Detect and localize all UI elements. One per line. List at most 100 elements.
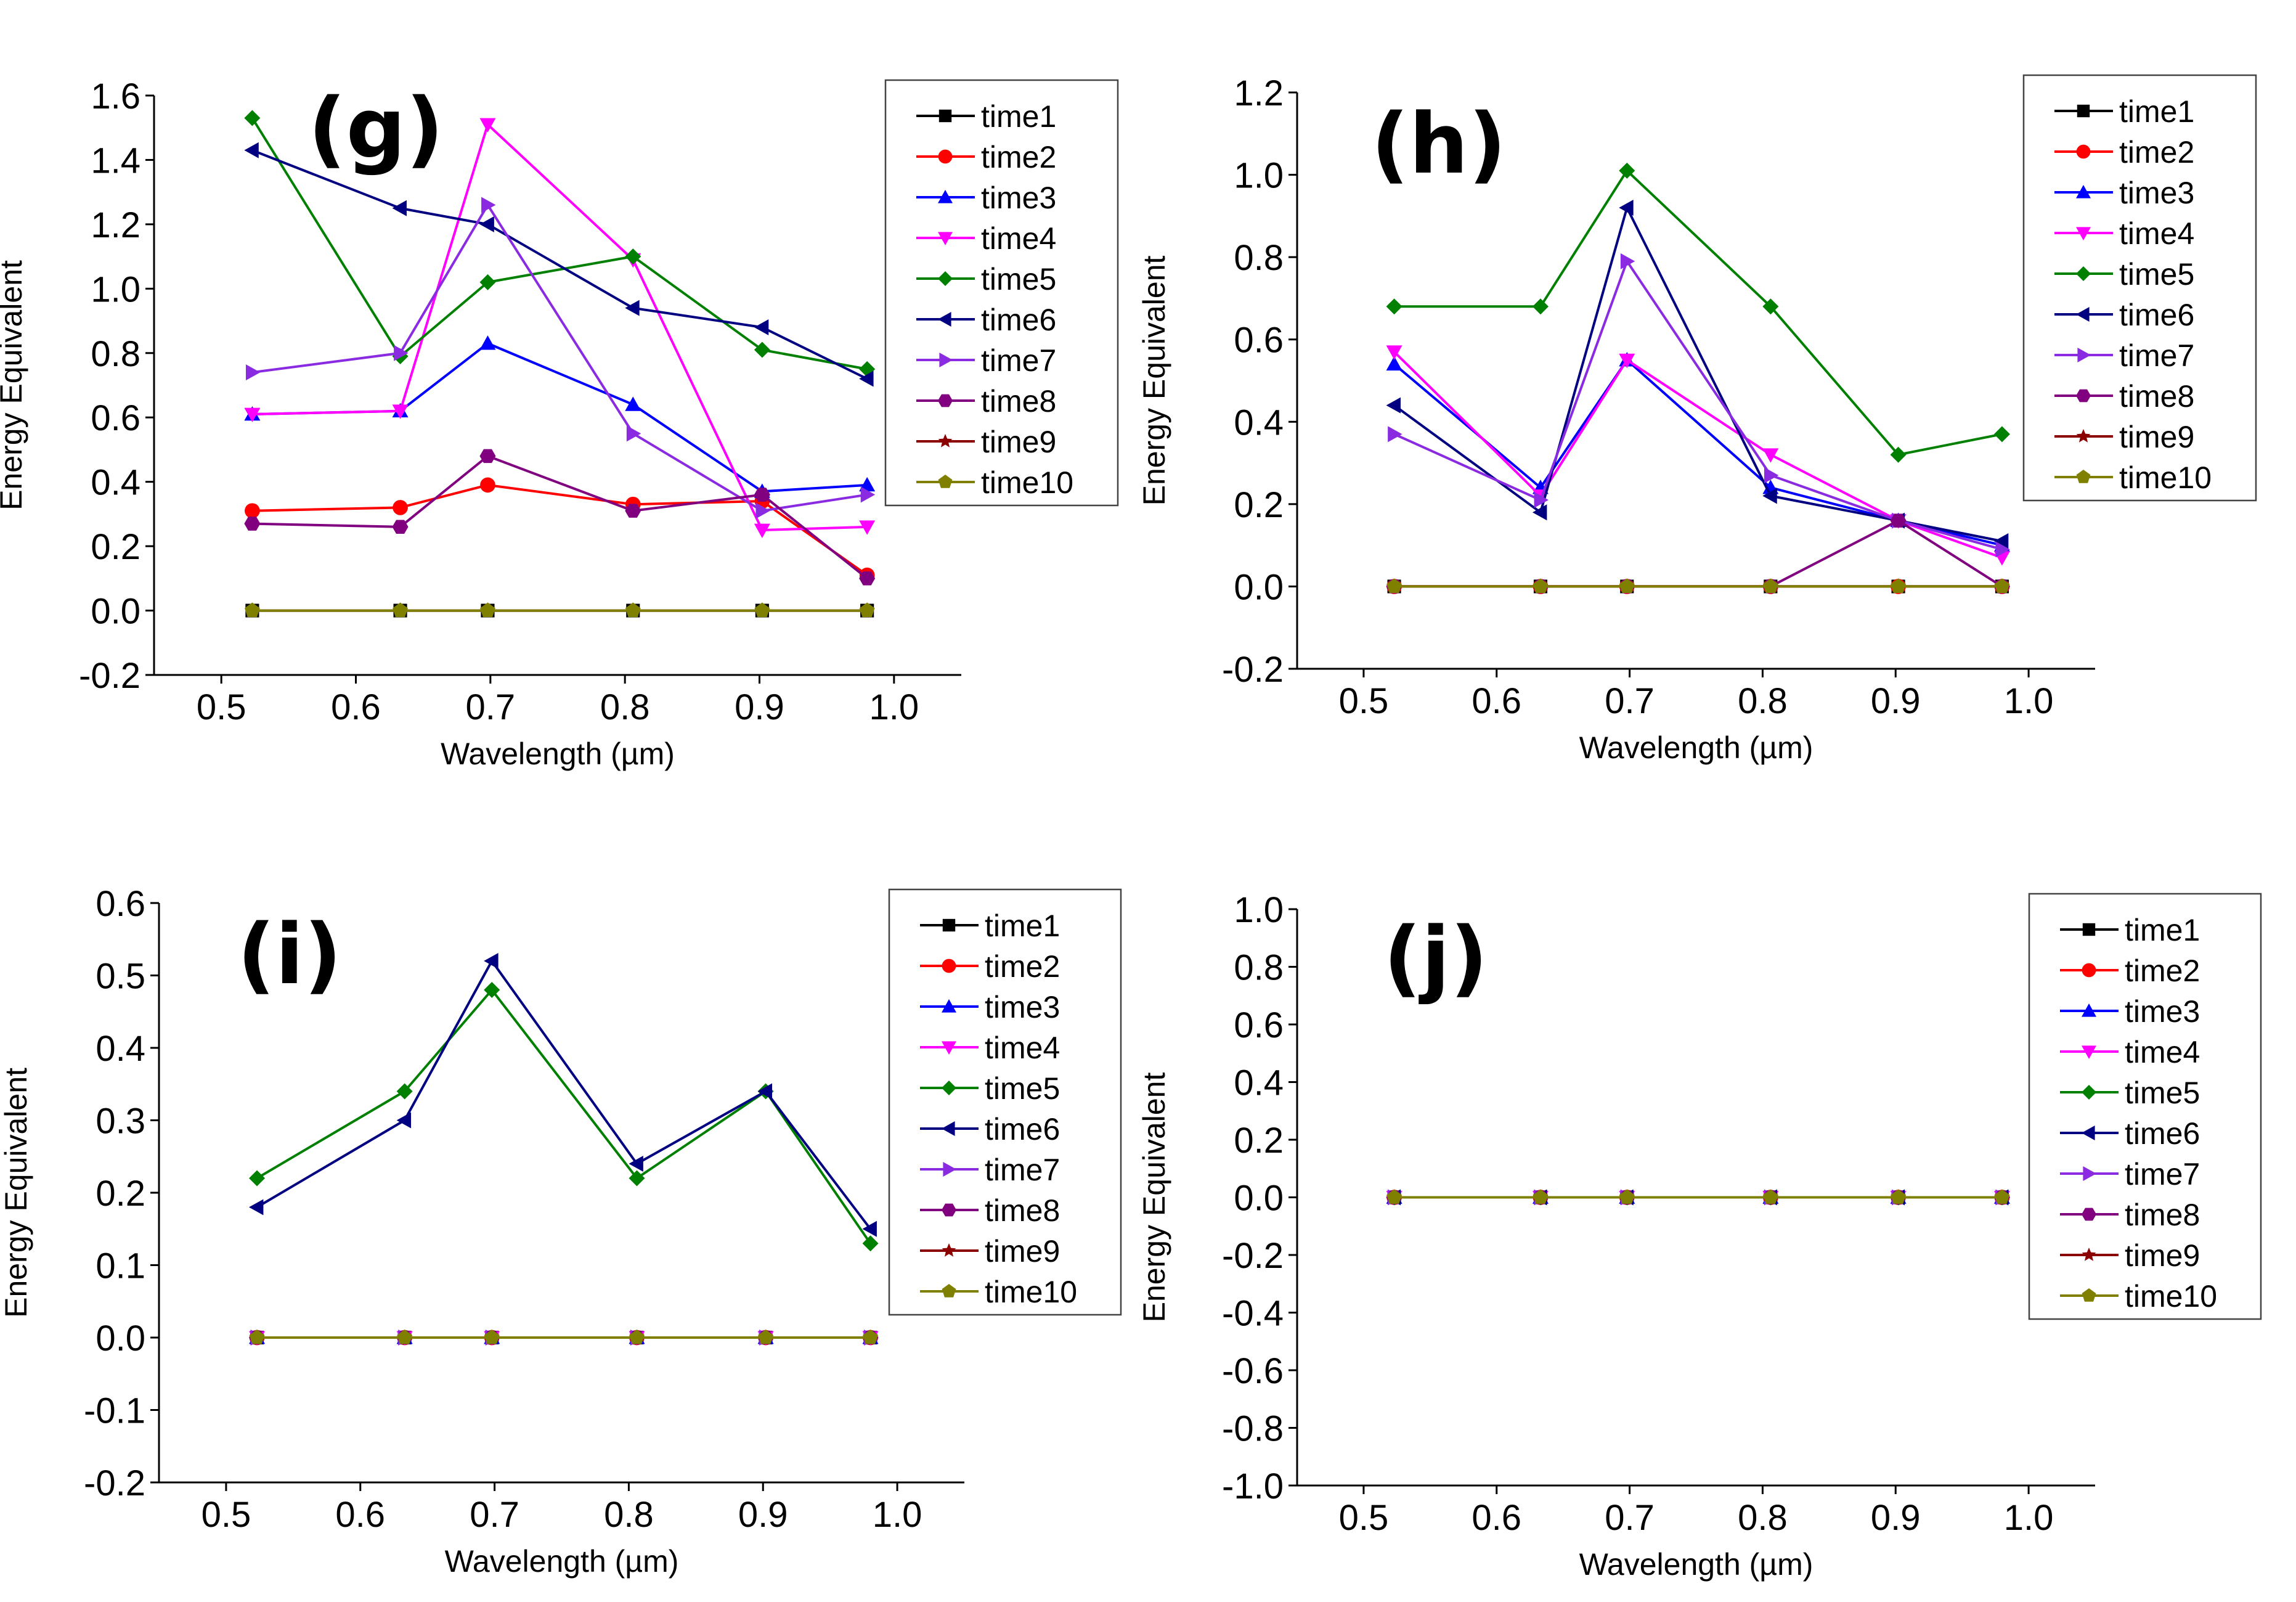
data-point-time6 bbox=[862, 1220, 877, 1237]
y-axis-title: Energy Equivalent bbox=[0, 1068, 33, 1318]
data-point-time4 bbox=[479, 118, 496, 133]
x-tick-label: 0.5 bbox=[197, 687, 246, 727]
y-tick-label: 0.0 bbox=[1234, 567, 1284, 607]
legend-marker-time2 bbox=[2076, 144, 2091, 159]
data-point-time3 bbox=[625, 396, 641, 411]
y-tick-label: 0.4 bbox=[1234, 403, 1284, 443]
data-point-time8 bbox=[392, 520, 409, 534]
data-point-time5 bbox=[625, 248, 641, 265]
chart-panel: -0.2 0.0 0.2 0.4 0.6 0.8 1.0 1.2 0.5 0.6 0.7 0.8 0.9… bbox=[1137, 73, 2257, 765]
y-tick-label: 0.0 bbox=[91, 592, 140, 632]
x-tick-label: 0.5 bbox=[1339, 1498, 1389, 1538]
series-line-time5 bbox=[256, 987, 872, 1244]
data-point-time10 bbox=[863, 1330, 878, 1344]
legend-label: time7 bbox=[985, 1153, 1060, 1187]
y-tick-label: 0.0 bbox=[96, 1318, 145, 1359]
data-point-time10 bbox=[1386, 578, 1402, 593]
panel-label: (j) bbox=[1383, 909, 1488, 1006]
legend-label: time3 bbox=[981, 181, 1056, 215]
legend-label: time9 bbox=[985, 1234, 1060, 1269]
legend-label: time8 bbox=[2119, 379, 2194, 414]
legend-label: time4 bbox=[2119, 216, 2194, 251]
y-tick-label: 0.1 bbox=[96, 1246, 145, 1286]
y-tick-label: 0.5 bbox=[96, 957, 145, 997]
legend-label: time5 bbox=[2125, 1076, 2200, 1110]
x-tick-label: 1.0 bbox=[873, 1495, 922, 1535]
legend-box bbox=[2028, 893, 2262, 1320]
legend-label: time9 bbox=[2125, 1238, 2200, 1273]
legend-label: time7 bbox=[2119, 338, 2194, 373]
legend-marker-time7 bbox=[939, 353, 953, 367]
data-point-time10 bbox=[249, 1330, 265, 1344]
legend-label: time6 bbox=[981, 303, 1056, 337]
data-point-time7 bbox=[626, 425, 641, 442]
data-point-time5 bbox=[1386, 298, 1402, 315]
data-point-time2 bbox=[245, 503, 260, 519]
legend-marker-time10 bbox=[938, 475, 953, 488]
data-point-time10 bbox=[1386, 1189, 1402, 1204]
series-line-time8 bbox=[252, 454, 868, 579]
legend-marker-time4 bbox=[2082, 1045, 2096, 1059]
data-point-time10 bbox=[1619, 578, 1635, 593]
legend-marker-time5 bbox=[942, 1081, 956, 1095]
data-point-time6 bbox=[396, 1112, 412, 1129]
legend-marker-time5 bbox=[938, 271, 953, 286]
data-point-time6 bbox=[1762, 488, 1777, 504]
legend-box bbox=[2022, 74, 2257, 502]
data-point-time6 bbox=[479, 216, 494, 232]
legend-marker-time5 bbox=[2082, 1085, 2096, 1100]
data-point-time4 bbox=[244, 407, 261, 422]
data-point-time10 bbox=[1763, 1189, 1778, 1204]
legend-marker-time3 bbox=[2082, 1003, 2096, 1017]
data-point-time10 bbox=[629, 1330, 645, 1344]
y-tick-label: 0.0 bbox=[1234, 1179, 1284, 1219]
y-tick-label: 1.6 bbox=[91, 76, 140, 116]
data-point-time6 bbox=[1532, 504, 1547, 521]
data-point-time10 bbox=[1533, 578, 1549, 593]
series-line-time8 bbox=[1394, 519, 2003, 588]
y-tick-label: -0.2 bbox=[1222, 1236, 1284, 1276]
legend-label: time10 bbox=[981, 465, 1073, 500]
data-point-time5 bbox=[396, 1083, 413, 1100]
series-line-time5 bbox=[251, 117, 868, 370]
legend-label: time2 bbox=[981, 140, 1056, 174]
data-point-time8 bbox=[754, 488, 770, 502]
legend-label: time4 bbox=[981, 221, 1056, 256]
data-point-time4 bbox=[1619, 353, 1635, 369]
data-point-time10 bbox=[393, 602, 408, 618]
data-point-time4 bbox=[1386, 345, 1402, 360]
x-tick-label: 1.0 bbox=[869, 687, 919, 727]
legend-label: time8 bbox=[985, 1193, 1060, 1228]
legend: time1 time2 time3 time4 time5 time6 time7 time8… bbox=[888, 888, 1122, 1316]
legend-marker-time8 bbox=[938, 394, 953, 407]
legend-marker-time7 bbox=[943, 1162, 956, 1177]
legend-marker-time6 bbox=[938, 312, 951, 327]
legend-marker-time7 bbox=[2083, 1166, 2096, 1181]
legend-label: time3 bbox=[985, 990, 1060, 1024]
data-point-time10 bbox=[1619, 1189, 1635, 1204]
data-point-time7 bbox=[394, 345, 409, 361]
data-point-time5 bbox=[484, 982, 500, 998]
x-tick-label: 0.5 bbox=[202, 1495, 251, 1535]
legend-marker-time3 bbox=[938, 190, 953, 203]
data-point-time5 bbox=[862, 1235, 879, 1252]
y-tick-label: 0.6 bbox=[96, 884, 145, 924]
legend-marker-time8 bbox=[942, 1203, 956, 1217]
data-point-time7 bbox=[860, 486, 876, 503]
legend-label: time2 bbox=[985, 949, 1060, 984]
data-point-time10 bbox=[859, 602, 875, 618]
panel-label: (h) bbox=[1371, 96, 1507, 192]
data-point-time6 bbox=[249, 1199, 264, 1216]
data-point-time6 bbox=[629, 1156, 643, 1172]
x-tick-label: 0.7 bbox=[466, 687, 516, 727]
legend-label: time5 bbox=[2119, 257, 2194, 292]
x-tick-label: 0.8 bbox=[604, 1495, 654, 1535]
data-point-time7 bbox=[1388, 426, 1402, 443]
x-tick-label: 1.0 bbox=[2004, 1498, 2054, 1538]
legend-marker-time4 bbox=[2076, 227, 2091, 240]
x-tick-label: 0.5 bbox=[1339, 681, 1389, 721]
x-tick-label: 1.0 bbox=[2004, 681, 2054, 721]
data-point-time6 bbox=[757, 1083, 773, 1100]
data-point-time5 bbox=[249, 1170, 266, 1187]
